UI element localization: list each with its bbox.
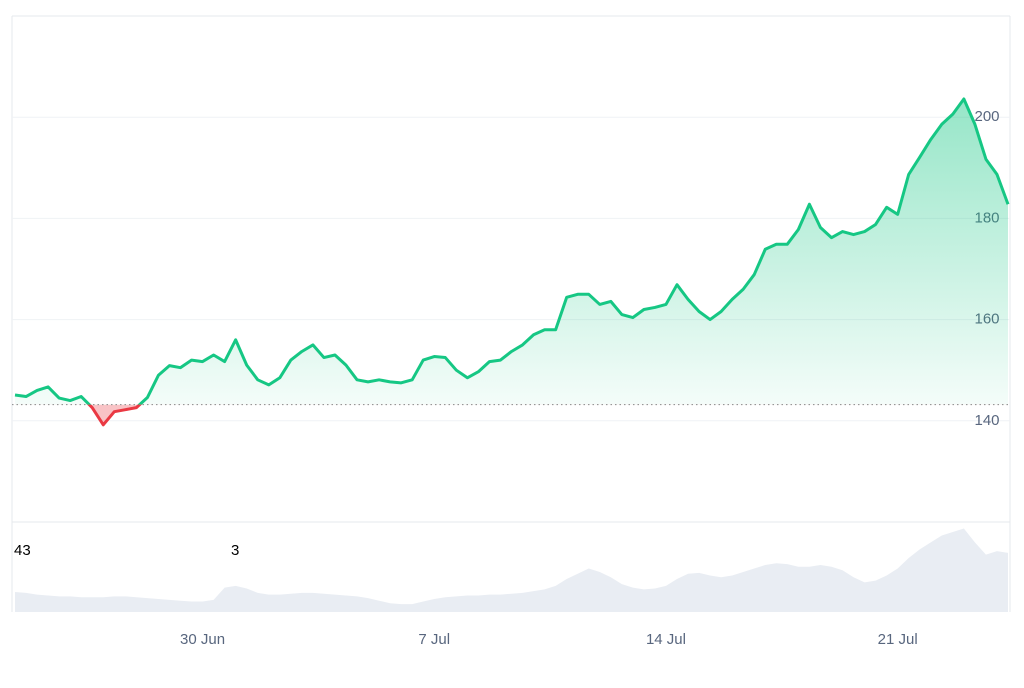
area-up <box>15 98 1008 405</box>
x-tick-label: 14 Jul <box>646 631 686 648</box>
volume-area <box>15 528 1008 612</box>
x-tick-label: 30 Jun <box>180 631 225 648</box>
price-line-up <box>14 97 1010 405</box>
annotation: 3 <box>231 542 239 559</box>
x-tick-label: 21 Jul <box>878 631 918 648</box>
area-down <box>89 404 140 425</box>
y-tick-label: 200 <box>974 108 999 125</box>
y-tick-label: 140 <box>974 412 999 429</box>
annotation: 43 <box>14 542 31 559</box>
x-tick-label: 7 Jul <box>418 631 450 648</box>
